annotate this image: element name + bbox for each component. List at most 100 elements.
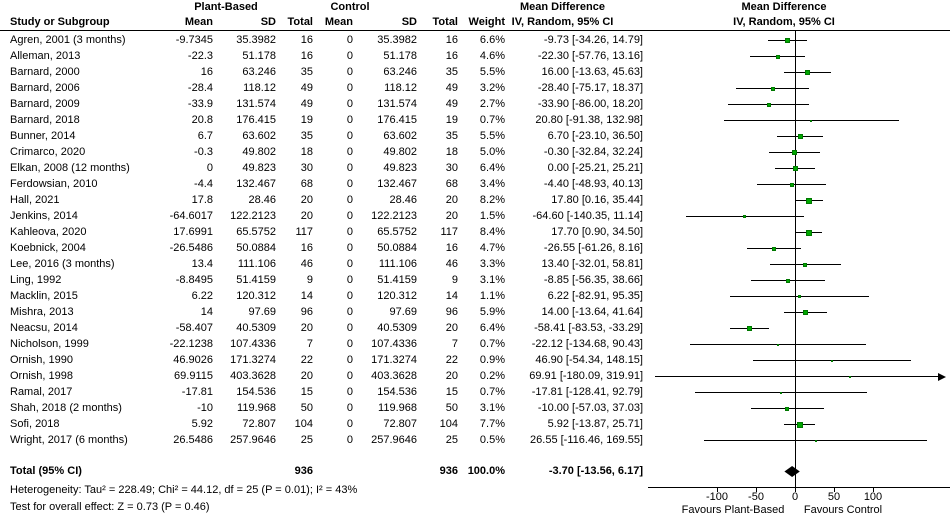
- plant-total: 117: [295, 226, 313, 238]
- control-total: 35: [445, 66, 458, 78]
- axis-tick: [756, 487, 757, 492]
- favours-left-label: Favours Plant-Based: [681, 504, 785, 516]
- control-mean: 0: [346, 178, 353, 190]
- control-mean: 0: [346, 402, 353, 414]
- plant-mean: 69.9115: [174, 370, 213, 382]
- effect-marker: [747, 326, 752, 331]
- column-header-weight: Weight: [468, 16, 505, 28]
- weight: 0.9%: [479, 354, 505, 366]
- plant-total: 46: [300, 258, 313, 270]
- md-ci-text: 20.80 [-91.38, 132.98]: [535, 114, 643, 126]
- control-sd: 154.536: [377, 386, 417, 398]
- table-row: Macklin, 2015 6.22 120.312 14 0 120.312 14 1.1%…: [0, 288, 660, 304]
- md-ci-text: -4.40 [-48.93, 40.13]: [543, 178, 643, 190]
- column-header-control-mean: Mean: [324, 16, 353, 28]
- column-header-md-ci: IV, Random, 95% CI: [511, 16, 614, 28]
- control-total: 117: [440, 226, 458, 238]
- weight: 0.7%: [479, 386, 505, 398]
- table-row: Bunner, 2014 6.7 63.602 35 0 63.602 35 5.5% 6.70…: [0, 128, 660, 144]
- total-control-total: 936: [439, 465, 458, 477]
- effect-marker: [831, 360, 833, 362]
- study-label: Jenkins, 2014: [10, 210, 78, 222]
- weight: 3.3%: [479, 258, 505, 270]
- control-mean: 0: [346, 322, 353, 334]
- plant-total: 96: [300, 306, 313, 318]
- table-row: Crimarco, 2020 -0.3 49.802 18 0 49.802 18 5.0% -…: [0, 144, 660, 160]
- study-label: Nicholson, 1999: [10, 338, 89, 350]
- plant-sd: 28.46: [248, 194, 276, 206]
- axis-tick: [795, 487, 796, 492]
- heterogeneity-text: Heterogeneity: Tau² = 228.49; Chi² = 44.…: [10, 484, 358, 496]
- plant-sd: 120.312: [236, 290, 276, 302]
- table-row: Barnard, 2000 16 63.246 35 0 63.246 35 5.5% 16.0…: [0, 64, 660, 80]
- plant-mean: 5.92: [191, 418, 213, 430]
- weight: 5.0%: [479, 146, 505, 158]
- plant-mean: -4.4: [194, 178, 213, 190]
- weight: 0.7%: [479, 338, 505, 350]
- study-label: Hall, 2021: [10, 194, 60, 206]
- study-label: Mishra, 2013: [10, 306, 74, 318]
- plant-mean: 17.6991: [173, 226, 213, 238]
- effect-marker: [767, 103, 771, 107]
- control-mean: 0: [346, 258, 353, 270]
- md-ci-text: 46.90 [-54.34, 148.15]: [535, 354, 643, 366]
- weight: 7.7%: [479, 418, 505, 430]
- column-header-control-sd: SD: [401, 16, 417, 28]
- control-total: 22: [445, 354, 458, 366]
- plant-total: 20: [300, 210, 313, 222]
- table-row: Sofi, 2018 5.92 72.807 104 0 72.807 104 7.7% 5.9…: [0, 416, 660, 432]
- weight: 6.4%: [479, 322, 505, 334]
- table-row: Koebnick, 2004 -26.5486 50.0884 16 0 50.0884 1…: [0, 240, 660, 256]
- weight: 5.9%: [479, 306, 505, 318]
- plant-total: 22: [300, 354, 313, 366]
- column-header-study: Study or Subgroup: [10, 16, 110, 28]
- control-sd: 50.0884: [377, 242, 417, 254]
- total-label: Total (95% CI): [10, 465, 82, 477]
- axis-tick: [717, 487, 718, 492]
- control-total: 50: [445, 402, 458, 414]
- study-label: Bunner, 2014: [10, 130, 76, 142]
- control-sd: 40.5309: [377, 322, 417, 334]
- plant-mean: -10: [197, 402, 213, 414]
- control-mean: 0: [346, 354, 353, 366]
- study-label: Barnard, 2009: [10, 98, 80, 110]
- table-row: Ling, 1992 -8.8495 51.4159 9 0 51.4159 9 3.1% -8…: [0, 272, 660, 288]
- plant-sd: 40.5309: [236, 322, 276, 334]
- effect-marker: [798, 134, 803, 139]
- control-sd: 72.807: [383, 418, 417, 430]
- md-ci-text: -10.00 [-57.03, 37.03]: [537, 402, 643, 414]
- effect-marker: [797, 422, 803, 428]
- md-ci-text: 6.70 [-23.10, 36.50]: [547, 130, 643, 142]
- effect-marker: [806, 198, 812, 204]
- control-mean: 0: [346, 290, 353, 302]
- effect-marker: [772, 247, 776, 251]
- plant-mean: -22.1238: [169, 338, 213, 350]
- control-sd: 171.3274: [371, 354, 417, 366]
- weight: 3.2%: [479, 82, 505, 94]
- control-total: 15: [445, 386, 458, 398]
- effect-marker: [849, 376, 851, 378]
- table-row: Mishra, 2013 14 97.69 96 0 97.69 96 5.9% 14.00 […: [0, 304, 660, 320]
- control-sd: 120.312: [377, 290, 417, 302]
- effect-marker: [780, 392, 782, 394]
- control-total: 35: [445, 130, 458, 142]
- weight: 0.7%: [479, 114, 505, 126]
- plant-sd: 65.5752: [236, 226, 276, 238]
- weight: 8.2%: [479, 194, 505, 206]
- control-mean: 0: [346, 210, 353, 222]
- control-mean: 0: [346, 82, 353, 94]
- plant-total: 25: [300, 434, 313, 446]
- column-header-plant-sd: SD: [260, 16, 276, 28]
- control-sd: 65.5752: [377, 226, 417, 238]
- control-total: 30: [445, 162, 458, 174]
- plant-mean: -17.81: [181, 386, 213, 398]
- plant-mean: -9.7345: [175, 34, 213, 46]
- axis-tick: [834, 487, 835, 492]
- study-label: Crimarco, 2020: [10, 146, 86, 158]
- table-row: Lee, 2016 (3 months) 13.4 111.106 46 0 111.10…: [0, 256, 660, 272]
- plant-sd: 63.246: [242, 66, 276, 78]
- control-total: 14: [445, 290, 458, 302]
- control-total: 49: [445, 98, 458, 110]
- table-row: Elkan, 2008 (12 months) 0 49.823 30 0 49.823 3…: [0, 160, 660, 176]
